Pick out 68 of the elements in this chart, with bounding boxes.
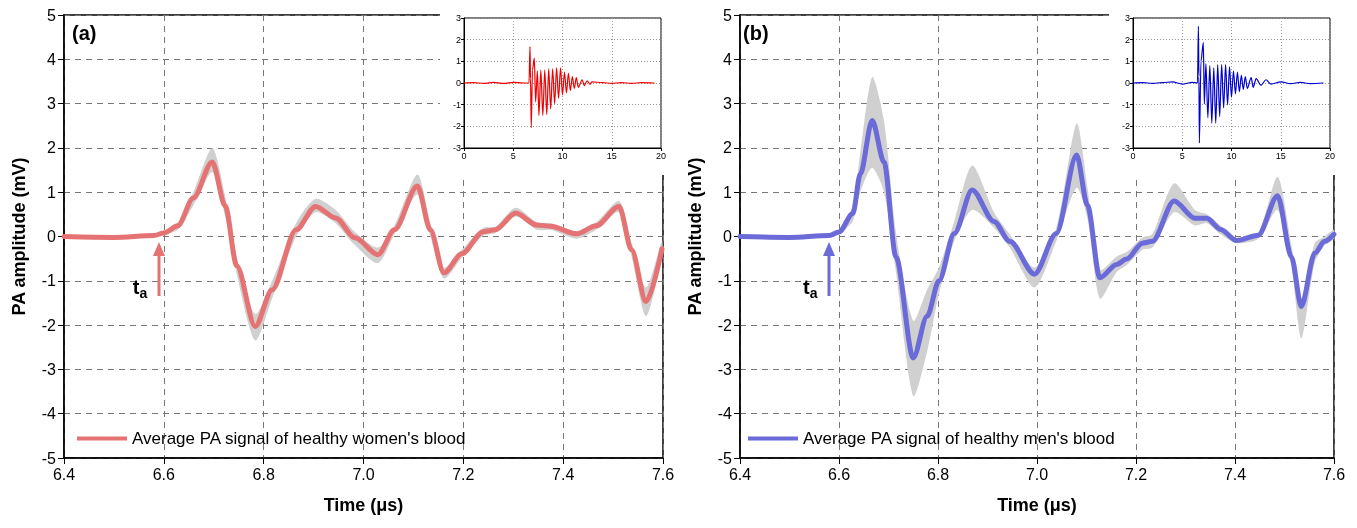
y-tick-label: 5 bbox=[47, 6, 57, 24]
y-tick-label: 2 bbox=[455, 34, 461, 45]
x-tick-label: 20 bbox=[655, 150, 667, 161]
y-tick-label: 3 bbox=[455, 13, 461, 23]
x-tick-label: 7.6 bbox=[651, 465, 675, 483]
y-tick-label: 1 bbox=[1124, 56, 1130, 67]
legend-label: Average PA signal of healthy men's blood bbox=[803, 429, 1115, 448]
y-tick-label: 3 bbox=[1124, 13, 1130, 23]
y-tick-label: -4 bbox=[717, 405, 733, 423]
line-series bbox=[463, 46, 655, 129]
y-tick-label: -3 bbox=[1121, 143, 1130, 153]
y-axis-title: PA amplitude (mV) bbox=[685, 157, 705, 316]
y-tick-label: -5 bbox=[717, 449, 733, 467]
y-tick-label: -2 bbox=[452, 121, 461, 132]
y-tick-label: -1 bbox=[1121, 99, 1130, 110]
y-tick-label: 1 bbox=[455, 56, 461, 67]
y-tick-label: 0 bbox=[723, 228, 733, 245]
y-tick-label: 1 bbox=[47, 183, 57, 201]
x-tick-label: 6.6 bbox=[152, 465, 176, 483]
x-tick-label: 6.4 bbox=[728, 465, 752, 483]
x-tick-label: 7.0 bbox=[352, 465, 375, 483]
y-tick-label: -4 bbox=[41, 405, 57, 423]
annotation: (a) bbox=[72, 22, 97, 44]
y-tick-label: -1 bbox=[452, 99, 461, 110]
y-tick-label: 4 bbox=[47, 50, 57, 68]
y-tick-label: 3 bbox=[723, 95, 733, 113]
x-tick-label: 10 bbox=[557, 150, 568, 161]
x-tick-label: 10 bbox=[1226, 150, 1237, 161]
x-tick-label: 5 bbox=[1179, 150, 1185, 161]
y-tick-label: -2 bbox=[1121, 121, 1130, 132]
x-tick-label: 7.2 bbox=[1124, 465, 1148, 483]
y-tick-label: -3 bbox=[41, 360, 57, 378]
y-axis-title: PA amplitude (mV) bbox=[9, 157, 29, 316]
y-tick-label: -3 bbox=[717, 360, 733, 378]
x-tick-label: 6.6 bbox=[827, 465, 851, 483]
y-tick-label: -5 bbox=[41, 449, 57, 467]
y-tick-label: -2 bbox=[717, 316, 733, 334]
y-tick-label: 0 bbox=[47, 228, 57, 245]
x-tick-label: 7.4 bbox=[552, 465, 575, 483]
y-tick-label: 0 bbox=[1124, 78, 1130, 88]
x-tick-label: 5 bbox=[510, 150, 516, 161]
y-tick-label: 2 bbox=[723, 139, 733, 157]
y-tick-label: -2 bbox=[41, 316, 57, 334]
x-tick-label: 20 bbox=[1324, 150, 1336, 161]
x-tick-label: 7.4 bbox=[1223, 465, 1247, 483]
y-tick-label: 2 bbox=[47, 139, 57, 157]
y-tick-label: 4 bbox=[723, 50, 733, 68]
x-tick-label: 6.8 bbox=[252, 465, 275, 483]
x-tick-label: 7.2 bbox=[452, 465, 475, 483]
x-axis-title: Time (μs) bbox=[323, 495, 404, 515]
y-tick-label: -1 bbox=[41, 272, 57, 290]
y-tick-label: -3 bbox=[452, 143, 461, 153]
x-tick-label: 7.0 bbox=[1025, 465, 1049, 483]
x-tick-label: 15 bbox=[606, 150, 617, 161]
y-tick-label: -1 bbox=[717, 272, 733, 290]
x-axis-title: Time (μs) bbox=[997, 495, 1077, 515]
annotation: (b) bbox=[743, 22, 769, 44]
x-tick-label: 6.8 bbox=[926, 465, 950, 483]
y-tick-label: 0 bbox=[455, 78, 461, 88]
y-tick-label: 5 bbox=[723, 6, 733, 24]
y-tick-label: 2 bbox=[1124, 34, 1130, 45]
line-series bbox=[1132, 25, 1324, 144]
x-tick-label: 7.6 bbox=[1322, 465, 1346, 483]
x-tick-label: 15 bbox=[1275, 150, 1286, 161]
y-tick-label: 1 bbox=[723, 183, 733, 201]
legend-label: Average PA signal of healthy women's blood bbox=[132, 429, 466, 448]
y-tick-label: 3 bbox=[47, 95, 57, 113]
x-tick-label: 6.4 bbox=[52, 465, 76, 483]
